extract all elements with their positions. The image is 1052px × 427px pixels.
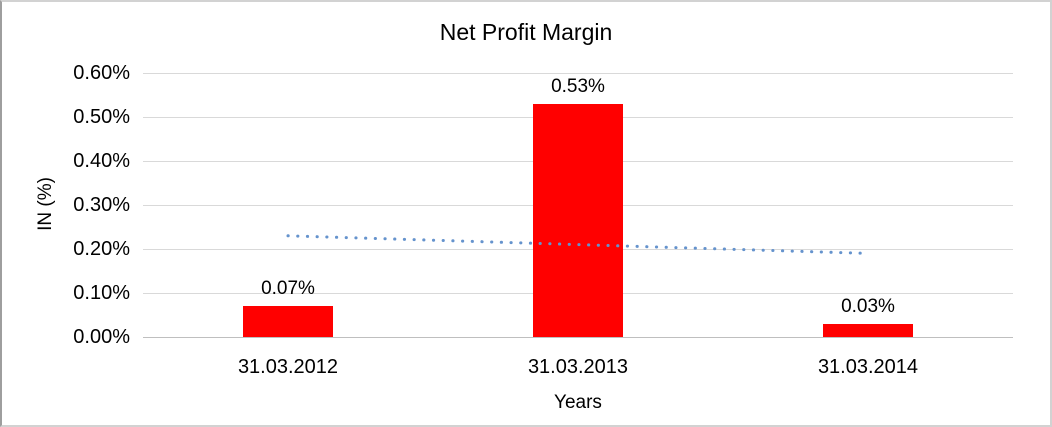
plot-area: 0.07% 0.53% 0.03%: [143, 73, 1013, 338]
bar-31.03.2012: [243, 306, 333, 337]
y-tick-label: 0.40%: [73, 150, 130, 172]
y-tick-label: 0.30%: [73, 194, 130, 216]
x-axis-line: [143, 337, 1013, 338]
x-tick-label: 31.03.2014: [817, 356, 919, 378]
gridline: [143, 73, 1013, 74]
y-tick-label: 0.50%: [73, 106, 130, 128]
x-tick-label: 31.03.2013: [527, 356, 629, 378]
linear-trendline: [286, 234, 870, 255]
y-axis-tick-labels: 0.00% 0.10% 0.20% 0.30% 0.40% 0.50% 0.60%: [2, 2, 130, 425]
y-tick-label: 0.60%: [73, 62, 130, 84]
chart-title: Net Profit Margin: [439, 19, 613, 45]
bar-31.03.2013: [533, 103, 623, 337]
y-tick-label: 0.00%: [73, 326, 130, 348]
bar-data-label: 0.07%: [261, 278, 315, 300]
x-tick-label: 31.03.2012: [237, 356, 339, 378]
y-tick-label: 0.10%: [73, 282, 130, 304]
x-axis-title: Years: [554, 392, 602, 413]
y-tick-label: 0.20%: [73, 238, 130, 260]
bar-31.03.2014: [823, 323, 913, 337]
bar-data-label: 0.53%: [551, 75, 605, 97]
bar-data-label: 0.03%: [841, 295, 895, 317]
